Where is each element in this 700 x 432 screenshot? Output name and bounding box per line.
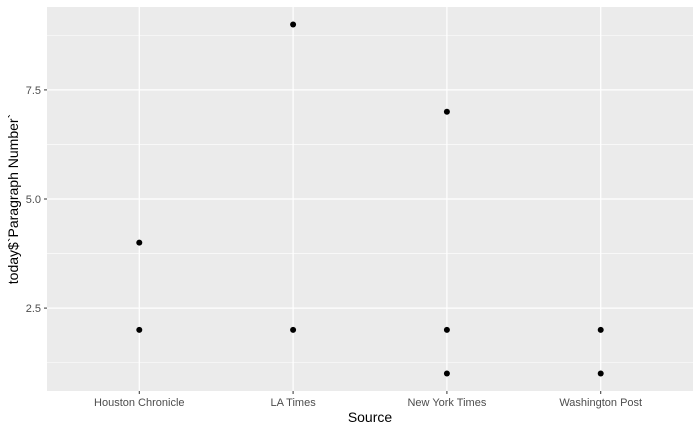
y-tick-label: 2.5	[26, 303, 41, 315]
x-tick-label: Washington Post	[559, 397, 642, 409]
data-points	[136, 21, 604, 377]
data-point	[136, 326, 143, 333]
data-point	[597, 370, 604, 377]
data-point	[290, 326, 297, 333]
y-tick-label: 7.5	[26, 85, 41, 97]
x-axis-title: Source	[348, 409, 393, 425]
data-point	[443, 370, 450, 377]
x-tick-label: New York Times	[407, 397, 486, 409]
x-tick-label: LA Times	[270, 397, 316, 409]
x-tick-label: Houston Chronicle	[94, 397, 185, 409]
data-point	[136, 239, 143, 246]
minor-gridlines	[47, 35, 693, 363]
y-tick-label: 5.0	[26, 194, 41, 206]
data-point	[597, 326, 604, 333]
y-axis-title: today$`Paragraph Number`	[5, 114, 21, 284]
x-axis: Houston Chronicle LA Times New York Times W…	[94, 391, 642, 409]
data-point	[443, 108, 450, 115]
data-point	[443, 326, 450, 333]
y-axis: 2.5 5.0 7.5	[26, 85, 47, 315]
data-point	[290, 21, 297, 28]
